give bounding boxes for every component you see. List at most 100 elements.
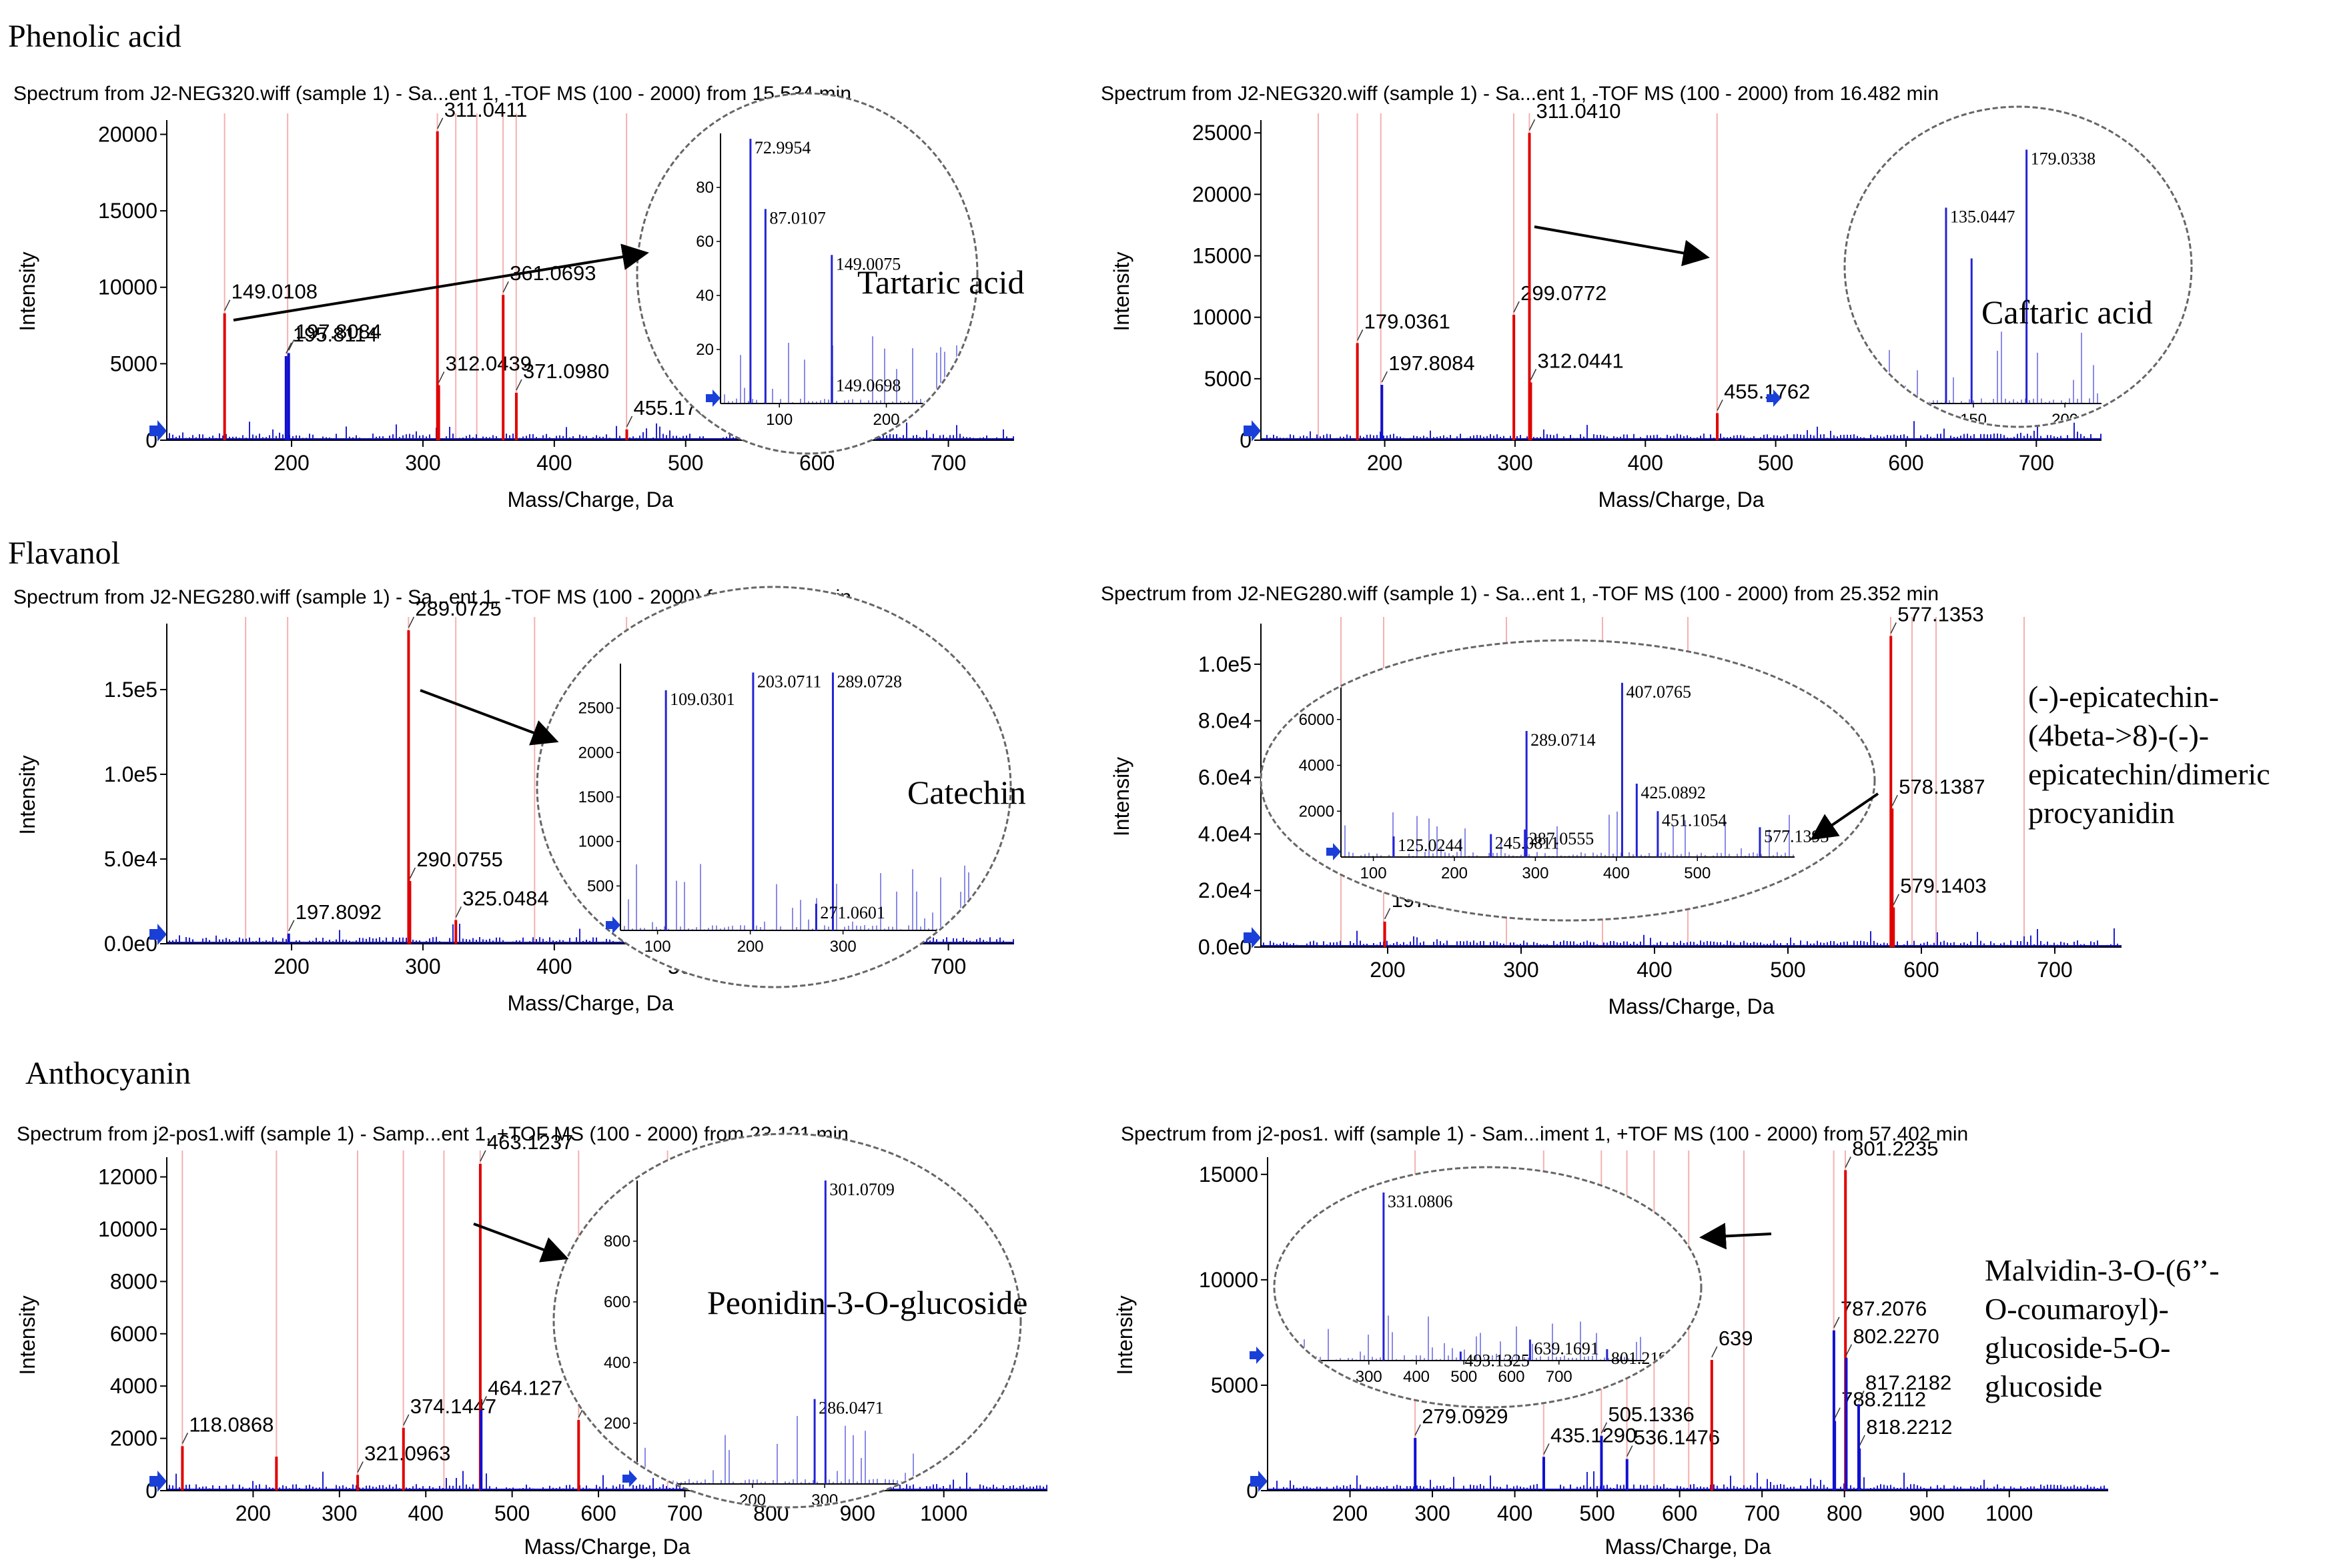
peak-label: 463.1237 xyxy=(487,1130,573,1154)
baseline-noise xyxy=(1263,421,2102,440)
peak-label: 290.0755 xyxy=(416,848,502,871)
inset-x-tick-label: 300 xyxy=(830,938,857,956)
peak-label-leader xyxy=(408,616,415,628)
baseline-marker-icon xyxy=(1244,420,1261,442)
x-tick-label: 400 xyxy=(408,1501,444,1525)
peak-label: 195.8114 xyxy=(293,323,378,346)
peak-label-leader xyxy=(502,281,509,293)
peak-label-leader xyxy=(403,1414,410,1426)
y-axis-label: Intensity xyxy=(1109,251,1133,331)
inset-y-tick-label: 1500 xyxy=(1739,177,1775,195)
peak-label-leader xyxy=(455,906,462,918)
y-tick-label: 15000 xyxy=(98,199,157,223)
peak-label-leader xyxy=(1890,622,1897,634)
x-tick-label: 200 xyxy=(1370,958,1405,982)
peak-label: 464.127 xyxy=(488,1376,562,1399)
inset-x-tick-label: 400 xyxy=(1403,1368,1430,1386)
peak-label-leader xyxy=(357,1461,364,1473)
inset-x-tick-label: 200 xyxy=(1441,864,1468,882)
peak-label: 311.0411 xyxy=(444,98,528,121)
x-axis-label: Mass/Charge, Da xyxy=(1598,488,1765,512)
peak-label: 197.8092 xyxy=(296,900,382,924)
peak-label-leader xyxy=(1528,119,1536,131)
inset-peak-label: 72.9954 xyxy=(755,138,811,157)
peak-label-leader xyxy=(1384,908,1391,920)
peak-label-leader xyxy=(1414,1424,1421,1436)
y-tick-label: 15000 xyxy=(1199,1162,1258,1187)
panel-title: Spectrum from j2-pos1.wiff (sample 1) - … xyxy=(17,1123,849,1145)
baseline-marker-icon xyxy=(149,1471,167,1492)
inset-x-tick-label: 400 xyxy=(883,1491,910,1509)
inset-spectrum: 20 40 60 80 100 200 300 72.9954 87.0107 149.0075 1… xyxy=(636,92,1007,455)
y-tick-label: 15000 xyxy=(1192,244,1252,268)
peak-label-leader xyxy=(286,342,292,354)
zoom-arrow xyxy=(473,1223,569,1263)
y-tick-label: 8.0e4 xyxy=(1198,709,1252,733)
compound-name: (-)-epicatechin- (4beta->8)-(-)- epicatech… xyxy=(2028,680,2270,830)
section-title-flavanol: Flavanol xyxy=(8,536,120,571)
inset-y-tick-label: 1000 xyxy=(1739,250,1775,268)
compound-name-line: procyanidin xyxy=(2028,796,2175,830)
inset-y-tick-label: 500 xyxy=(1748,322,1775,340)
peak-label: 299.0772 xyxy=(1520,281,1606,305)
peak-label: 639 xyxy=(1719,1327,1753,1350)
peak-label-leader xyxy=(1893,894,1899,905)
inset-marker-icon xyxy=(1326,843,1341,860)
inset-peak-label: 109.0301 xyxy=(670,690,735,709)
inset-x-tick-label: 300 xyxy=(1522,864,1548,882)
y-axis-label: Intensity xyxy=(1109,757,1133,836)
x-tick-label: 600 xyxy=(1903,958,1939,982)
y-tick-label: 2.0e4 xyxy=(1198,878,1252,902)
baseline-noise xyxy=(1263,928,2122,947)
x-axis-label: Mass/Charge, Da xyxy=(508,991,674,1015)
inset-y-tick-label: 1500 xyxy=(578,788,614,806)
inset-x-tick-label: 300 xyxy=(811,1491,838,1509)
peak-label-leader xyxy=(1381,371,1388,383)
x-axis-label: Mass/Charge, Da xyxy=(1608,994,1775,1018)
inset-plot: 20 40 60 80 100 200 300 72.9954 87.0107 149.0075 1… xyxy=(696,133,1007,429)
x-tick-label: 500 xyxy=(494,1501,530,1525)
peak-label: 536.1476 xyxy=(1634,1426,1720,1449)
x-tick-label: 400 xyxy=(536,451,572,475)
peak-label: 505.1336 xyxy=(1608,1403,1694,1426)
inset-peak-label: 179.0338 xyxy=(2031,149,2096,168)
y-tick-label: 2000 xyxy=(110,1427,157,1451)
inset-marker-icon xyxy=(1767,389,1781,407)
inset-x-tick-label: 300 xyxy=(1356,1368,1382,1386)
compound-name-line: (4beta->8)-(-)- xyxy=(2028,718,2209,752)
y-tick-label: 5000 xyxy=(110,351,157,375)
inset-x-tick-label: 200 xyxy=(873,411,900,429)
inset-peak-label: 451.1054 xyxy=(1662,810,1727,830)
peak-label: 118.0868 xyxy=(189,1413,274,1436)
peak-label-leader xyxy=(1626,1445,1633,1457)
inset-peak-label: 125.0244 xyxy=(1398,836,1463,855)
peak-label-leader xyxy=(288,920,295,932)
inset-y-tick-label: 20 xyxy=(696,341,714,359)
peak-label: 802.2270 xyxy=(1853,1325,1939,1348)
x-tick-label: 900 xyxy=(840,1501,875,1525)
inset-y-tick-label: 4000 xyxy=(1222,1232,1258,1250)
peak-label: 435.1290 xyxy=(1550,1423,1637,1447)
peak-label-leader xyxy=(1600,1422,1608,1434)
inset-x-tick-label: 200 xyxy=(739,1491,766,1509)
x-tick-label: 300 xyxy=(405,954,440,978)
peak-label-leader xyxy=(181,1433,189,1444)
y-tick-label: 6.0e4 xyxy=(1198,766,1252,790)
zoom-arrow xyxy=(233,243,649,321)
peak-label: 179.0361 xyxy=(1364,309,1450,333)
inset-x-tick-label: 300 xyxy=(980,411,1007,429)
peak-label-leader xyxy=(1833,1317,1840,1329)
y-tick-label: 25000 xyxy=(1192,121,1252,145)
inset-peak-label: 287.0555 xyxy=(1529,829,1594,848)
inset-x-tick-label: 100 xyxy=(644,938,671,956)
peak-label-leader xyxy=(480,1150,486,1162)
inset-ellipse xyxy=(636,92,979,455)
x-tick-label: 1000 xyxy=(1985,1501,2033,1525)
peak-label: 579.1403 xyxy=(1900,874,1986,898)
compound-name-line: Peonidin-3-O-glucoside xyxy=(707,1284,1027,1321)
peak-label: 788.2112 xyxy=(1841,1388,1926,1411)
y-tick-label: 4.0e4 xyxy=(1198,822,1252,846)
peak-label-leader xyxy=(1834,1407,1841,1419)
x-axis-label: Mass/Charge, Da xyxy=(508,488,674,512)
